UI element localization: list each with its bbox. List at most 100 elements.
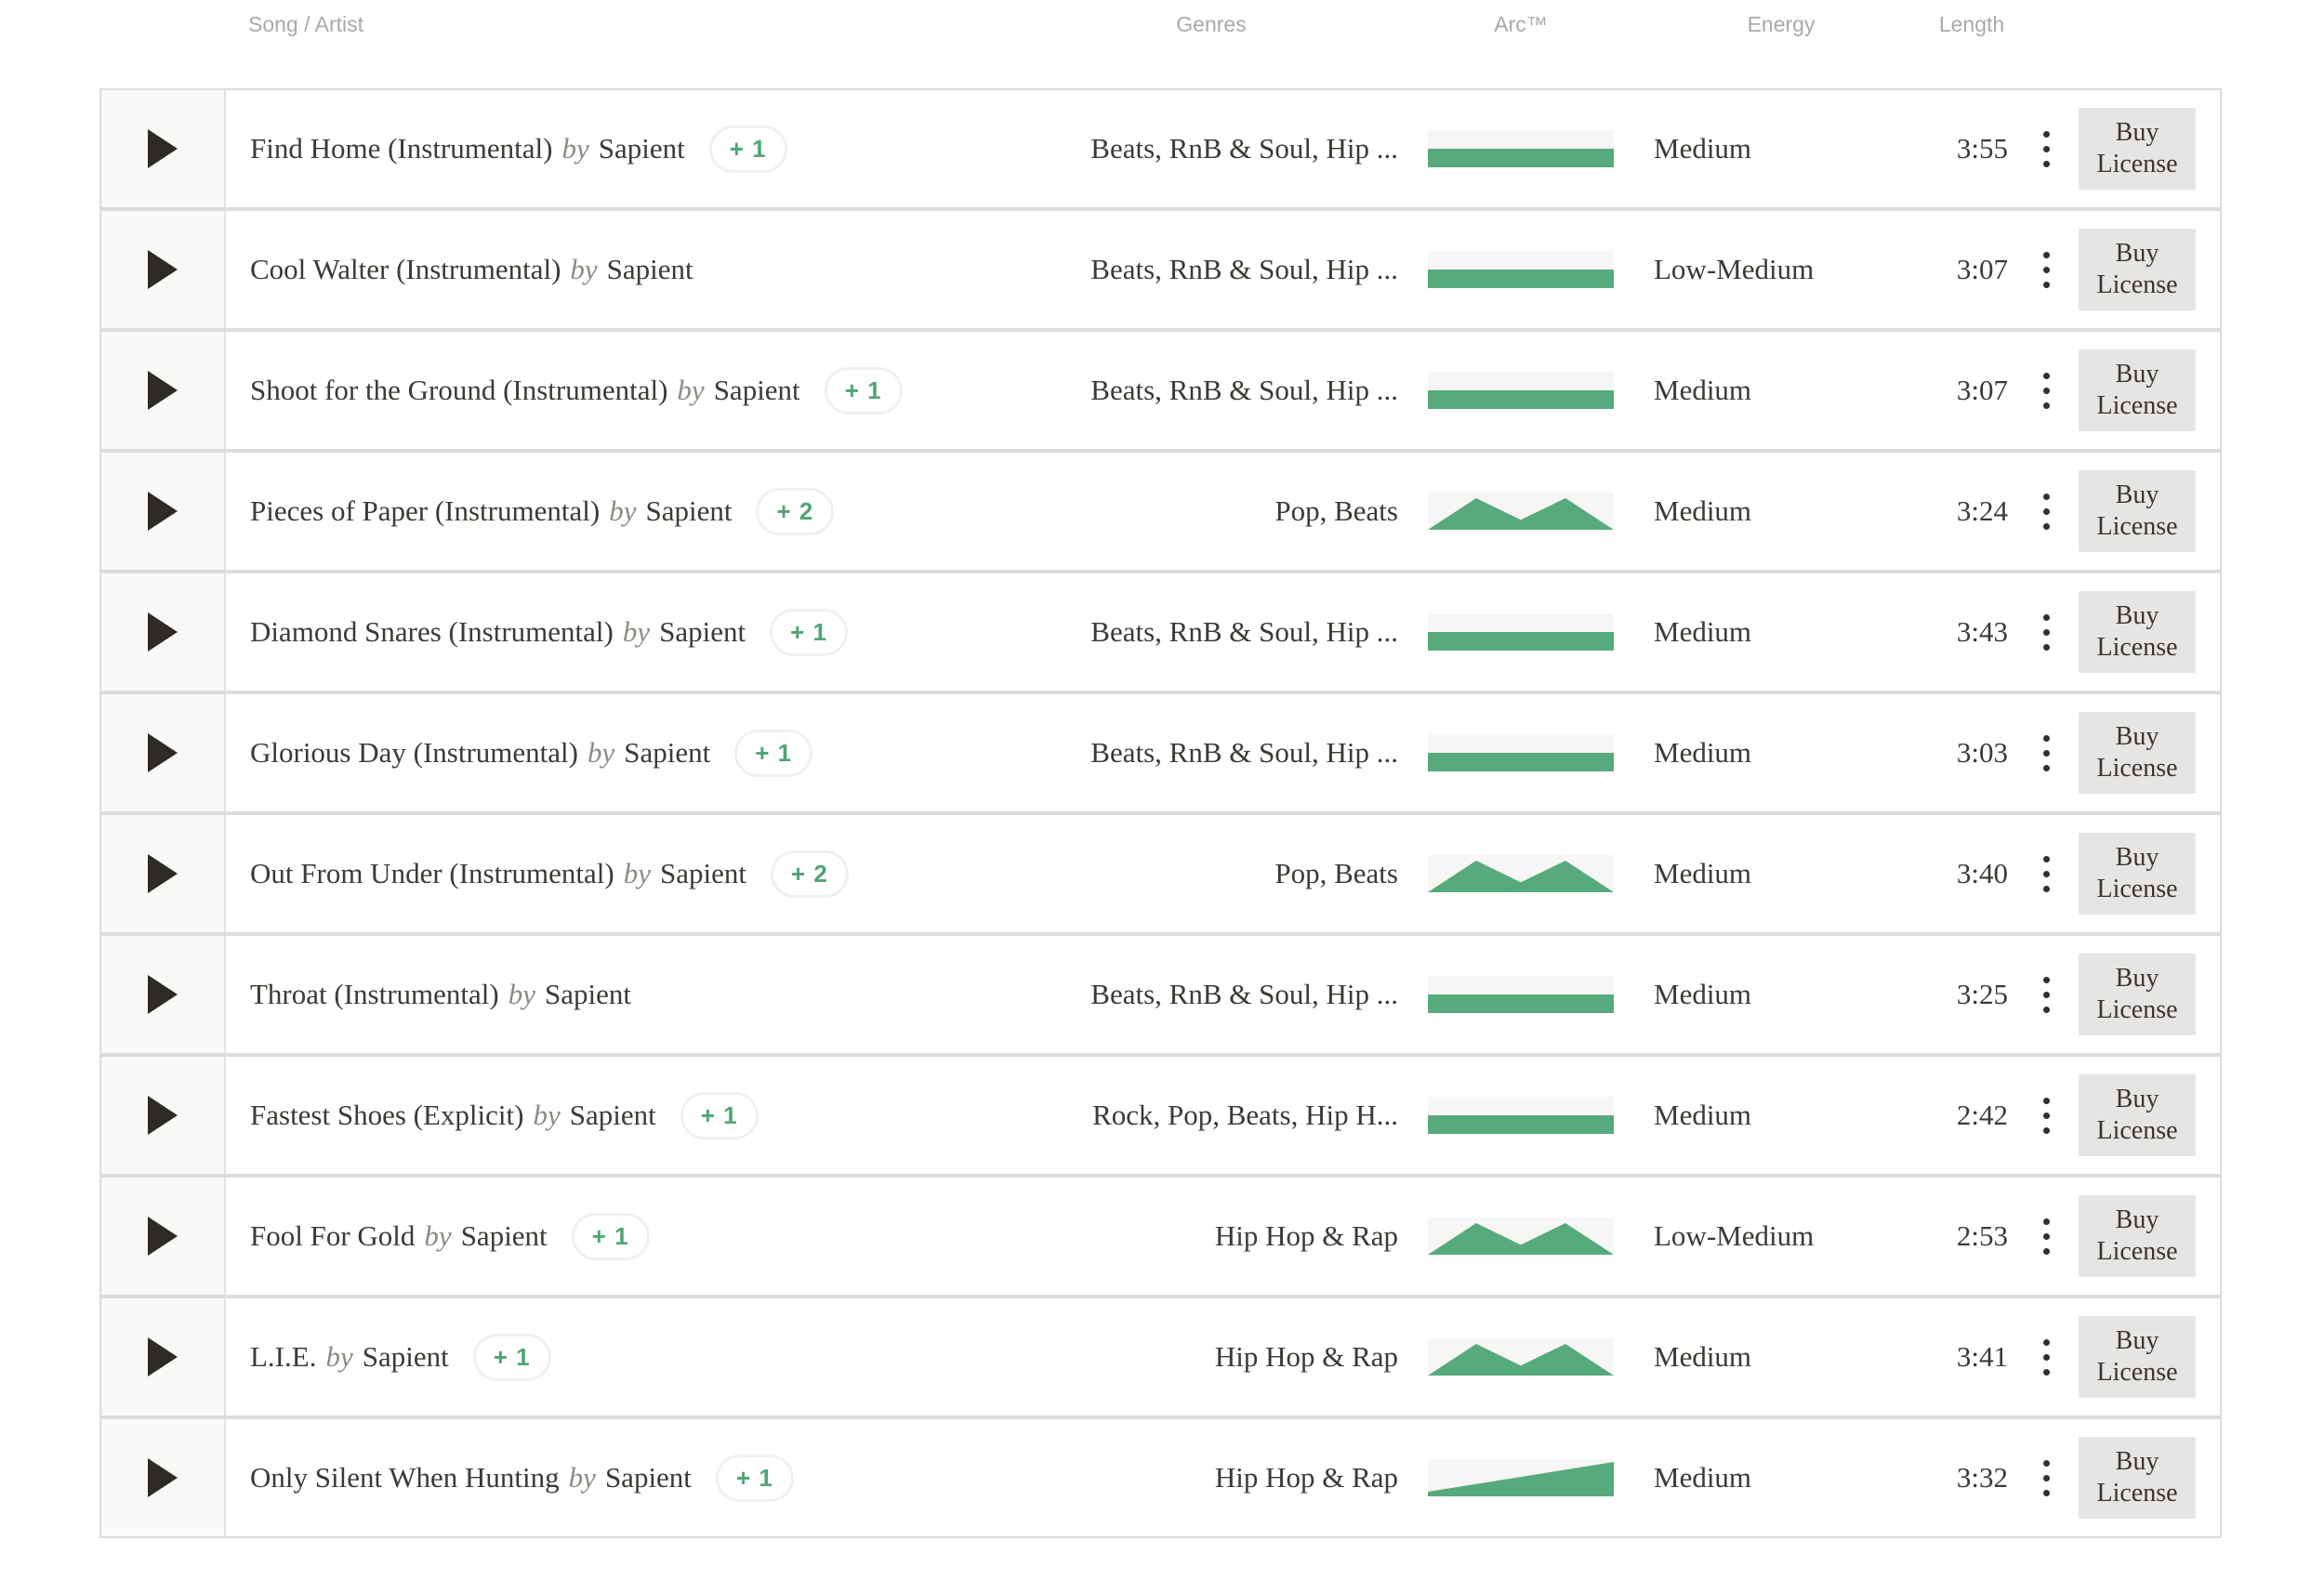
more-versions-badge[interactable]: + 2	[756, 487, 835, 535]
more-options-button[interactable]	[2032, 90, 2060, 207]
play-button[interactable]	[101, 211, 226, 328]
buy-license-label-line2: License	[2096, 995, 2178, 1024]
more-options-button[interactable]	[2032, 1057, 2060, 1174]
energy-cell: Medium	[1654, 978, 1752, 1010]
kebab-dot-icon	[2042, 1338, 2050, 1346]
buy-license-label-line2: License	[2096, 1116, 2178, 1145]
buy-license-button[interactable]: Buy License	[2079, 1074, 2196, 1156]
play-button[interactable]	[101, 90, 226, 207]
play-icon	[148, 492, 178, 531]
song-artist: Sapient	[713, 374, 800, 406]
more-options-button[interactable]	[2032, 453, 2060, 570]
song-title: Glorious Day (Instrumental)	[250, 736, 578, 769]
buy-license-button[interactable]: Buy License	[2079, 349, 2196, 431]
play-button[interactable]	[101, 1298, 226, 1415]
more-versions-badge[interactable]: + 1	[680, 1091, 759, 1139]
kebab-dot-icon	[2042, 1232, 2050, 1240]
arc-chart	[1428, 1298, 1614, 1415]
song-by: by	[533, 1099, 561, 1131]
table-row: L.I.E. by Sapient + 1 Hip Hop & Rap Medi…	[99, 1297, 2222, 1417]
song-artist: Sapient	[362, 1340, 449, 1373]
more-versions-badge[interactable]: + 1	[824, 366, 903, 415]
song-title: L.I.E.	[250, 1340, 317, 1373]
arc-shape-icon	[1428, 734, 1614, 771]
more-options-button[interactable]	[2032, 815, 2060, 932]
buy-license-button[interactable]: Buy License	[2079, 1195, 2196, 1277]
buy-license-button[interactable]: Buy License	[2079, 712, 2196, 794]
length-cell: 3:07	[1956, 253, 2008, 285]
more-versions-badge[interactable]: + 1	[472, 1333, 551, 1381]
buy-license-button[interactable]: Buy License	[2079, 591, 2196, 673]
more-versions-badge[interactable]: + 1	[571, 1212, 650, 1260]
play-button[interactable]	[101, 936, 226, 1053]
more-options-button[interactable]	[2032, 1178, 2060, 1295]
more-options-button[interactable]	[2032, 694, 2060, 811]
buy-license-button[interactable]: Buy License	[2079, 1437, 2196, 1519]
length-cell: 3:55	[1956, 132, 2008, 165]
play-button[interactable]	[101, 573, 226, 691]
play-icon	[148, 733, 178, 772]
song-artist: Sapient	[659, 615, 746, 648]
song-cell: Fastest Shoes (Explicit) by Sapient + 1	[226, 1057, 1026, 1174]
more-versions-badge[interactable]: + 2	[771, 849, 849, 898]
buy-license-button[interactable]: Buy License	[2079, 954, 2196, 1035]
play-button[interactable]	[101, 694, 226, 811]
song-title: Pieces of Paper (Instrumental)	[250, 494, 601, 527]
table-row: Throat (Instrumental) by Sapient Beats, …	[99, 934, 2222, 1055]
energy-cell: Medium	[1654, 736, 1752, 769]
buy-license-button[interactable]: Buy License	[2079, 229, 2196, 310]
arc-shape-icon	[1428, 1338, 1614, 1376]
arc-shape-icon	[1428, 613, 1614, 651]
genres-cell: Pop, Beats	[1274, 857, 1398, 889]
play-button[interactable]	[101, 815, 226, 932]
genres-cell: Rock, Pop, Beats, Hip H...	[1092, 1099, 1398, 1131]
song-artist: Sapient	[604, 1461, 692, 1494]
play-button[interactable]	[101, 1057, 226, 1174]
kebab-dot-icon	[2042, 613, 2050, 621]
kebab-dot-icon	[2042, 145, 2050, 152]
arc-shape-icon	[1428, 855, 1614, 892]
song-title: Fastest Shoes (Explicit)	[250, 1099, 524, 1131]
play-button[interactable]	[101, 1178, 226, 1295]
kebab-dot-icon	[2042, 764, 2050, 771]
buy-license-button[interactable]: Buy License	[2079, 1316, 2196, 1398]
more-versions-badge[interactable]: + 1	[734, 729, 813, 777]
kebab-dot-icon	[2042, 1368, 2050, 1376]
more-versions-badge[interactable]: + 1	[708, 125, 787, 173]
kebab-dot-icon	[2042, 372, 2050, 379]
play-button[interactable]	[101, 1419, 226, 1536]
play-icon	[148, 1458, 178, 1497]
song-by: by	[508, 978, 535, 1010]
play-button[interactable]	[101, 332, 226, 449]
more-options-button[interactable]	[2032, 1419, 2060, 1536]
song-artist: Sapient	[606, 253, 693, 285]
play-button[interactable]	[101, 453, 226, 570]
more-versions-badge[interactable]: + 1	[770, 608, 848, 656]
kebab-dot-icon	[2042, 281, 2050, 288]
song-cell: Glorious Day (Instrumental) by Sapient +…	[226, 694, 1026, 811]
song-title: Diamond Snares (Instrumental)	[250, 615, 614, 648]
more-versions-badge[interactable]: + 1	[715, 1454, 794, 1502]
song-cell: Diamond Snares (Instrumental) by Sapient…	[226, 573, 1026, 691]
more-options-button[interactable]	[2032, 1298, 2060, 1415]
buy-license-label-line1: Buy	[2115, 963, 2159, 993]
buy-license-button[interactable]: Buy License	[2079, 108, 2196, 190]
more-options-button[interactable]	[2032, 332, 2060, 449]
song-by: by	[677, 374, 705, 406]
song-by: by	[424, 1219, 452, 1252]
arc-chart	[1428, 573, 1614, 691]
buy-license-label-line1: Buy	[2115, 117, 2159, 147]
buy-license-button[interactable]: Buy License	[2079, 833, 2196, 915]
more-options-button[interactable]	[2032, 211, 2060, 328]
arc-shape-icon	[1428, 1218, 1614, 1255]
kebab-dot-icon	[2042, 251, 2050, 258]
more-options-button[interactable]	[2032, 936, 2060, 1053]
buy-license-label-line1: Buy	[2115, 480, 2159, 509]
buy-license-button[interactable]: Buy License	[2079, 470, 2196, 552]
buy-license-label-line2: License	[2096, 391, 2178, 420]
arc-chart	[1428, 815, 1614, 932]
column-header-length: Length	[1938, 12, 2005, 36]
more-options-button[interactable]	[2032, 573, 2060, 691]
song-by: by	[622, 615, 651, 648]
table-row: Diamond Snares (Instrumental) by Sapient…	[99, 572, 2222, 692]
